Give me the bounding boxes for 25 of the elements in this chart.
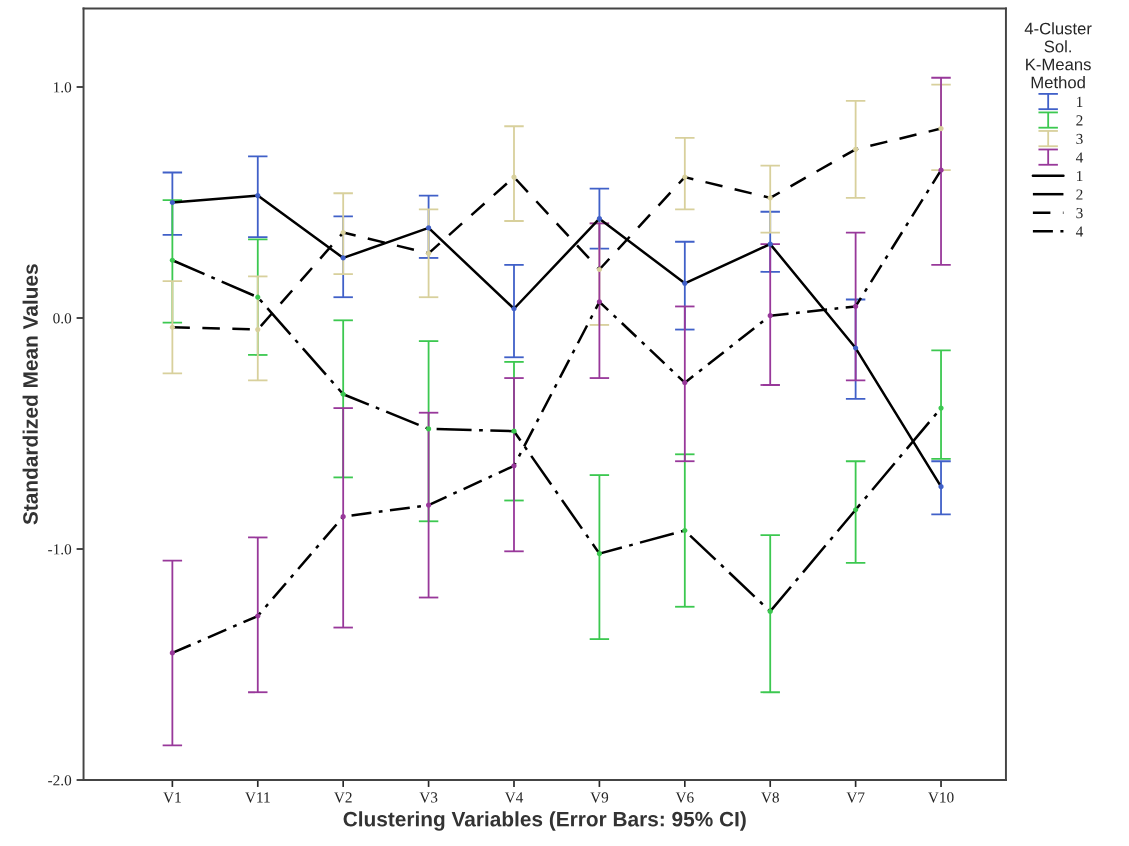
x-tick-label: V10 [928,792,954,803]
legend-label: 3 [1076,133,1083,145]
legend-label: 4 [1075,226,1084,237]
x-tick-label: V2 [334,792,352,803]
y-axis-title: Standardized Mean Values [22,264,38,525]
x-tick-label: V6 [675,792,694,803]
x-tick-label: V3 [419,792,438,803]
y-tick-label: 1.0 [53,82,72,93]
x-tick-label: V1 [163,792,181,803]
x-tick-label: V7 [846,792,865,803]
x-tick-label: V11 [245,792,270,803]
legend-label: 1 [1077,96,1083,107]
x-axis-title: Clustering Variables (Error Bars: 95% CI) [343,811,746,831]
x-tick-label: V9 [590,792,609,803]
legend-label: 2 [1076,189,1083,200]
legend-label: 3 [1076,207,1083,219]
y-tick-label: 0.0 [53,313,72,324]
y-tick-label: -2.0 [48,775,72,786]
legend-title: 4-Cluster Sol. K-Means Method [1024,22,1092,89]
legend-label: 2 [1076,115,1083,126]
y-tick-label: -1.0 [48,544,72,555]
x-tick-label: V4 [504,792,524,803]
legend-label: 4 [1075,152,1084,163]
legend-label: 1 [1077,170,1083,182]
x-tick-label: V8 [761,792,779,803]
